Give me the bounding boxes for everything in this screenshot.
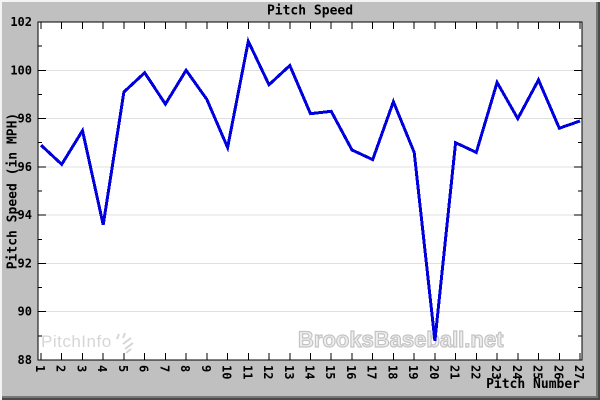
y-tick-label: 100	[10, 63, 32, 77]
y-tick-label: 96	[18, 160, 32, 174]
x-tick-label: 25	[531, 365, 545, 379]
x-tick-label: 6	[137, 365, 151, 372]
x-tick-label: 7	[157, 365, 171, 372]
x-tick-label: 5	[116, 365, 130, 372]
y-axis-label: Pitch Speed (in MPH)	[5, 112, 21, 270]
y-tick-label: 92	[18, 256, 32, 270]
y-tick-label: 98	[18, 112, 32, 126]
x-tick-label: 2	[54, 365, 68, 372]
x-tick-label: 15	[323, 365, 337, 379]
x-tick-label: 18	[385, 365, 399, 379]
x-tick-label: 24	[510, 365, 524, 379]
x-tick-label: 19	[406, 365, 420, 379]
chart-title: Pitch Speed	[266, 3, 354, 19]
x-tick-label: 9	[199, 365, 213, 372]
x-tick-label: 27	[572, 365, 586, 379]
x-tick-label: 11	[240, 365, 254, 379]
x-tick-label: 10	[220, 365, 234, 379]
y-tick-label: 88	[18, 353, 32, 367]
y-tick-label: 90	[18, 305, 32, 319]
plot-background	[38, 22, 582, 360]
x-tick-label: 23	[489, 365, 503, 379]
x-tick-label: 1	[33, 365, 47, 372]
pitchinfo-watermark: PitchInfo	[41, 332, 143, 356]
pitchinfo-watermark-text: PitchInfo	[41, 332, 112, 351]
x-tick-label: 13	[282, 365, 296, 379]
y-tick-label: 102	[10, 15, 32, 29]
pitch-speed-line	[39, 36, 581, 341]
x-tick-label: 22	[468, 365, 482, 379]
x-tick-label: 16	[344, 365, 358, 379]
x-tick-label: 17	[365, 365, 379, 379]
brooksbaseball-watermark: BrooksBaseball.net	[297, 326, 504, 352]
x-axis-label: Pitch Number	[486, 377, 580, 392]
x-tick-label: 21	[448, 365, 462, 379]
pitchinfo-logo-icon	[115, 332, 134, 354]
x-tick-label: 8	[178, 365, 192, 372]
x-tick-label: 14	[303, 365, 317, 379]
x-tick-label: 4	[95, 365, 109, 372]
x-tick-label: 26	[551, 365, 565, 379]
x-tick-label: 20	[427, 365, 441, 379]
x-tick-label: 12	[261, 365, 275, 379]
y-tick-label: 94	[18, 208, 32, 222]
plot-border	[37, 21, 583, 361]
x-tick-label: 3	[74, 365, 88, 372]
